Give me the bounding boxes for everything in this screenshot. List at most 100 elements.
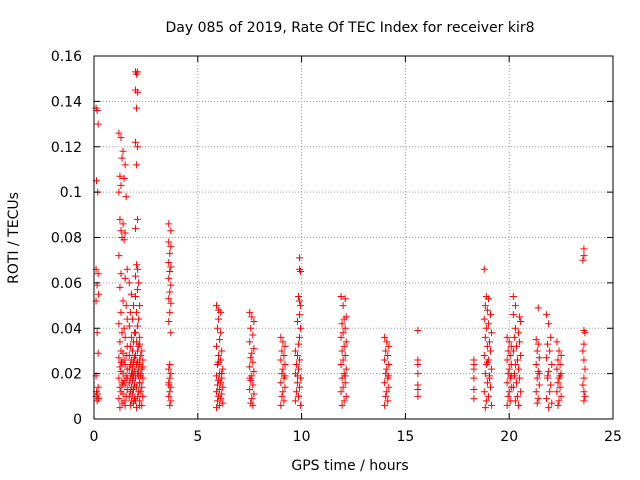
data-point — [414, 386, 422, 394]
data-point — [115, 395, 123, 403]
data-point — [122, 193, 130, 201]
data-point — [125, 351, 133, 359]
data-point — [509, 383, 517, 391]
data-point — [136, 379, 144, 387]
data-point — [115, 374, 123, 382]
data-point — [127, 333, 135, 341]
data-point — [118, 154, 126, 162]
data-point — [483, 358, 491, 366]
data-point — [470, 386, 478, 394]
data-point — [555, 347, 563, 355]
data-point — [281, 342, 289, 350]
data-point — [219, 365, 227, 373]
data-point — [480, 388, 488, 396]
data-point — [126, 401, 134, 409]
data-point — [166, 388, 174, 396]
data-point — [93, 106, 101, 114]
data-point — [384, 397, 392, 405]
data-point — [488, 401, 496, 409]
data-point — [115, 354, 123, 362]
data-point — [249, 401, 257, 409]
data-point — [381, 356, 389, 364]
data-point — [580, 356, 588, 364]
data-point — [139, 363, 147, 371]
data-point — [294, 365, 302, 373]
data-point — [342, 338, 350, 346]
data-point — [94, 383, 102, 391]
data-point — [487, 311, 495, 319]
data-point — [544, 372, 552, 380]
data-point — [296, 383, 304, 391]
data-point — [481, 333, 489, 341]
data-point — [132, 272, 140, 280]
data-point — [339, 329, 347, 337]
data-point — [296, 297, 304, 305]
data-point — [297, 401, 305, 409]
data-point — [292, 361, 300, 369]
data-point — [212, 388, 220, 396]
data-point — [511, 397, 519, 405]
data-point — [117, 358, 125, 366]
data-point — [504, 392, 512, 400]
data-point — [95, 290, 103, 298]
data-point — [337, 361, 345, 369]
data-point — [515, 365, 523, 373]
data-point — [116, 215, 124, 223]
data-point — [218, 347, 226, 355]
data-point — [510, 333, 518, 341]
data-point — [165, 295, 173, 303]
data-point — [136, 340, 144, 348]
data-point — [119, 297, 127, 305]
data-point — [165, 258, 173, 266]
data-point — [555, 397, 563, 405]
data-point — [126, 308, 134, 316]
data-point — [94, 270, 102, 278]
data-point — [341, 295, 349, 303]
data-point — [580, 388, 588, 396]
y-tick-label: 0.14 — [51, 94, 82, 110]
chart-title: Day 085 of 2019, Rate Of TEC Index for r… — [165, 20, 534, 36]
data-point — [212, 372, 220, 380]
data-point — [482, 324, 490, 332]
data-point — [484, 392, 492, 400]
data-point — [580, 252, 588, 260]
data-point — [414, 370, 422, 378]
data-point — [165, 317, 173, 325]
data-point — [121, 274, 129, 282]
data-point — [338, 401, 346, 409]
data-point — [533, 347, 541, 355]
data-point — [339, 383, 347, 391]
data-point — [134, 143, 142, 151]
data-point — [167, 370, 175, 378]
data-point — [119, 147, 127, 155]
data-point — [279, 365, 287, 373]
data-point — [133, 104, 141, 112]
data-point — [483, 342, 491, 350]
data-point — [137, 388, 145, 396]
data-point — [280, 351, 288, 359]
data-point — [342, 365, 350, 373]
data-point — [293, 372, 301, 380]
data-point — [119, 381, 127, 389]
data-point — [166, 268, 174, 276]
data-point — [94, 120, 102, 128]
data-points — [92, 68, 589, 412]
data-point — [514, 392, 522, 400]
data-point — [547, 333, 555, 341]
data-point — [136, 333, 144, 341]
x-tick-label: 25 — [604, 429, 622, 445]
data-point — [249, 381, 257, 389]
data-point — [115, 320, 123, 328]
data-point — [246, 386, 254, 394]
data-point — [341, 351, 349, 359]
data-point — [484, 320, 492, 328]
data-point — [121, 161, 129, 169]
data-point — [133, 404, 141, 412]
data-point — [512, 342, 520, 350]
data-point — [383, 365, 391, 373]
data-point — [214, 381, 222, 389]
data-point — [556, 372, 564, 380]
data-point — [532, 336, 540, 344]
data-point — [580, 245, 588, 253]
data-point — [385, 342, 393, 350]
